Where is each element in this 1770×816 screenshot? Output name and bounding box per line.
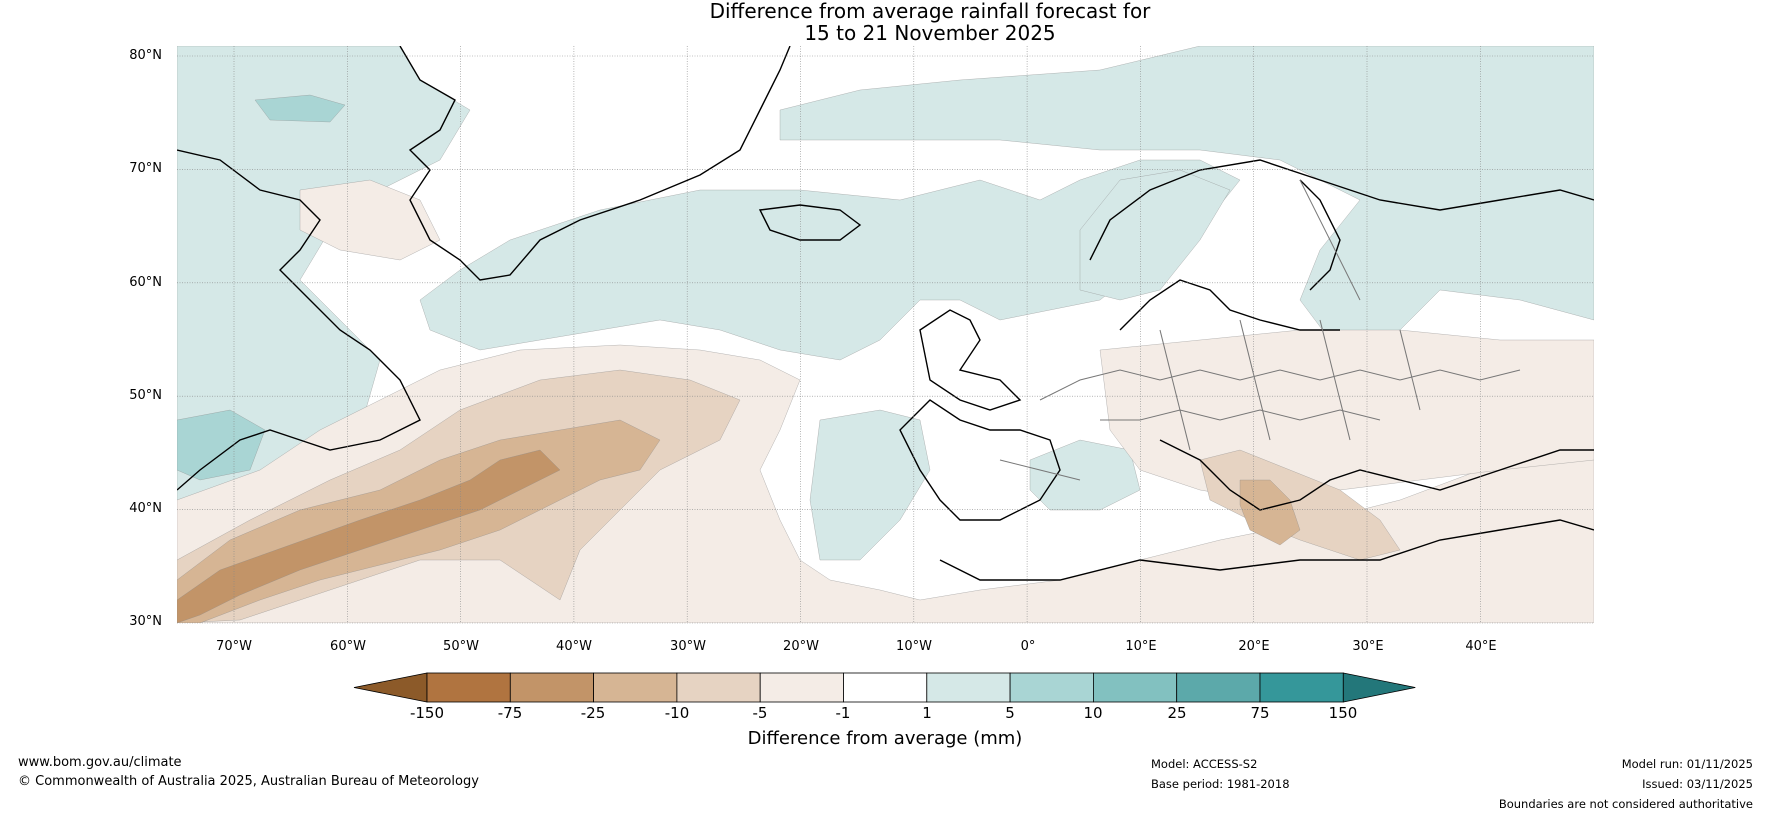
wet-region-greenland-north (254, 94, 346, 123)
legend-tick: -1 (835, 704, 851, 722)
legend-tick: -75 (497, 704, 523, 722)
wet-region-mediterranean (1029, 439, 1141, 511)
footer-disclaimer: Boundaries are not considered authoritat… (1498, 797, 1753, 811)
dry-region-subtropical-heavy (177, 449, 561, 623)
footer-base-period: Base period: 1981-2018 (1151, 777, 1290, 791)
legend-tick: 75 (1250, 704, 1270, 722)
wet-region-newfoundland (177, 409, 266, 481)
legend-tick: -5 (752, 704, 768, 722)
legend-swatch (759, 672, 844, 703)
legend-swatch (1176, 672, 1261, 703)
footer-copyright: © Commonwealth of Australia 2025, Austra… (18, 774, 479, 789)
footer-url[interactable]: www.bom.gov.au/climate (18, 755, 182, 770)
legend-title: Difference from average (mm) (747, 728, 1023, 749)
lon-label: 30°W (670, 639, 706, 654)
legend-tick: -150 (409, 704, 445, 722)
coastlines (177, 46, 1594, 581)
map-title-line2: 15 to 21 November 2025 (804, 21, 1056, 45)
legend-tick: 150 (1328, 704, 1358, 722)
legend-swatch (676, 672, 761, 703)
legend-swatch (1093, 672, 1178, 703)
legend-tick: -10 (664, 704, 690, 722)
lon-label: 10°E (1125, 639, 1157, 654)
lon-label: 20°W (783, 639, 819, 654)
lon-label: 10°W (896, 639, 932, 654)
gridlines (177, 46, 1594, 624)
lat-label: 30°N (129, 614, 162, 629)
lon-label: 60°W (330, 639, 366, 654)
legend-swatch (926, 672, 1011, 703)
dry-region-greece (1239, 479, 1301, 546)
legend-tick: 25 (1167, 704, 1187, 722)
wet-region-eastern-atlantic (809, 409, 931, 561)
lon-label: 50°W (443, 639, 479, 654)
lat-label: 60°N (129, 275, 162, 290)
legend-swatch (509, 672, 594, 703)
legend-tick: 10 (1083, 704, 1103, 722)
footer-issued: Issued: 03/11/2025 (1642, 777, 1753, 791)
legend-tick: 1 (922, 704, 932, 722)
legend-swatch (426, 672, 511, 703)
lat-label: 80°N (129, 48, 162, 63)
lon-label: 40°W (556, 639, 592, 654)
legend-tick: 5 (1005, 704, 1015, 722)
legend-extend-high (1342, 672, 1416, 703)
legend-swatch (1259, 672, 1344, 703)
lon-label: 70°W (216, 639, 252, 654)
wet-region-north-atlantic (419, 159, 1241, 361)
lon-label: 40°E (1465, 639, 1497, 654)
lat-label: 70°N (129, 161, 162, 176)
lat-label: 50°N (129, 388, 162, 403)
lon-label: 0° (1020, 639, 1036, 654)
lat-label: 40°N (129, 501, 162, 516)
wet-region-arctic (779, 46, 1594, 341)
legend-swatch (843, 672, 928, 703)
map-title-line1: Difference from average rainfall forecas… (709, 0, 1151, 23)
footer-model-run: Model run: 01/11/2025 (1621, 757, 1753, 771)
dry-region-greenland-south (299, 179, 441, 261)
legend-extend-low (353, 672, 428, 703)
lon-label: 30°E (1352, 639, 1384, 654)
legend-tick: -25 (580, 704, 606, 722)
country-borders (999, 179, 1521, 481)
footer-model: Model: ACCESS-S2 (1151, 757, 1258, 771)
lon-label: 20°E (1238, 639, 1270, 654)
legend-swatch (1009, 672, 1094, 703)
legend-swatch (593, 672, 678, 703)
dry-region-balkans (1199, 449, 1401, 561)
wet-region-scandinavia (1079, 169, 1231, 301)
